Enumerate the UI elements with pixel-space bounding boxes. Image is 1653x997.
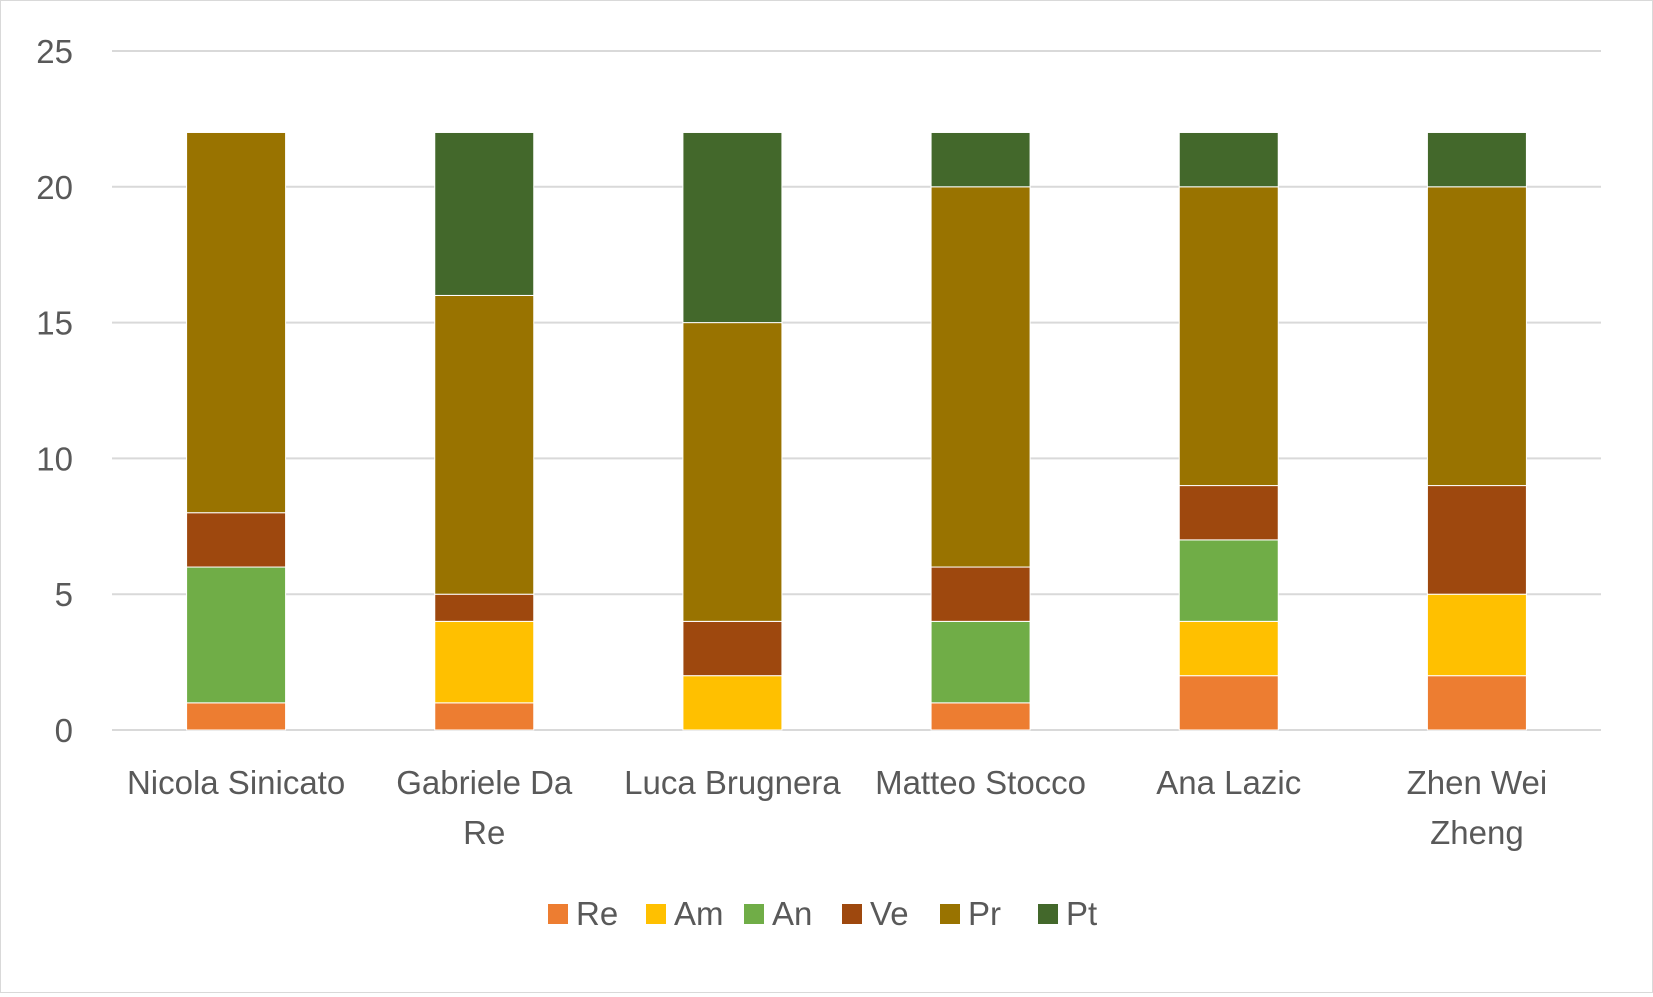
bar-segment-am bbox=[434, 620, 535, 704]
bar-segment-am bbox=[1426, 593, 1527, 677]
x-tick-label: Re bbox=[463, 814, 505, 851]
bar-segment-re bbox=[434, 702, 535, 731]
bar-segment-pt bbox=[682, 131, 783, 324]
bar-segment-re bbox=[930, 702, 1031, 731]
legend-swatch bbox=[548, 904, 568, 924]
bar-segment-pt bbox=[1178, 131, 1279, 188]
legend-label: Ve bbox=[870, 895, 909, 932]
legend-swatch bbox=[940, 904, 960, 924]
bar-segment-ve bbox=[434, 593, 535, 622]
legend-label: An bbox=[772, 895, 812, 932]
legend-swatch bbox=[744, 904, 764, 924]
legend-swatch bbox=[842, 904, 862, 924]
y-axis-tick-labels: 0 5 10 15 20 25 bbox=[36, 33, 73, 749]
legend: Re Am An Ve Pr Pt bbox=[548, 895, 1097, 932]
y-tick-label: 20 bbox=[36, 169, 73, 206]
bar-segment-pt bbox=[930, 131, 1031, 188]
legend-label: Pt bbox=[1066, 895, 1097, 932]
x-tick-label: Gabriele Da bbox=[396, 764, 573, 801]
bar-segment-ve bbox=[682, 620, 783, 677]
bar-segment-pt bbox=[1426, 131, 1527, 188]
x-tick-label: Luca Brugnera bbox=[624, 764, 841, 801]
bar-segment-ve bbox=[186, 512, 287, 568]
bar-segment-ve bbox=[930, 566, 1031, 622]
x-tick-label: Zhen Wei bbox=[1407, 764, 1548, 801]
y-tick-label: 0 bbox=[55, 712, 73, 749]
bar-segment-re bbox=[1426, 675, 1527, 731]
bar-segment-pr bbox=[1178, 186, 1279, 487]
legend-label: Re bbox=[576, 895, 618, 932]
bars bbox=[186, 131, 1527, 731]
bar-segment-an bbox=[930, 620, 1031, 704]
legend-item-ve: Ve bbox=[842, 895, 909, 932]
bar-segment-pr bbox=[186, 131, 287, 514]
legend-item-an: An bbox=[744, 895, 812, 932]
legend-item-re: Re bbox=[548, 895, 618, 932]
bar-segment-re bbox=[1178, 675, 1279, 731]
bar-segment-pt bbox=[434, 131, 535, 296]
legend-item-pt: Pt bbox=[1038, 895, 1097, 932]
x-tick-label: Matteo Stocco bbox=[875, 764, 1086, 801]
bar-segment-am bbox=[682, 675, 783, 731]
gridlines bbox=[112, 50, 1601, 731]
y-tick-label: 25 bbox=[36, 33, 73, 70]
y-tick-label: 15 bbox=[36, 305, 73, 342]
bar-segment-pr bbox=[930, 186, 1031, 568]
x-tick-label: Ana Lazic bbox=[1156, 764, 1301, 801]
bar-segment-an bbox=[1178, 539, 1279, 622]
legend-item-am: Am bbox=[646, 895, 724, 932]
bar-segment-ve bbox=[1178, 485, 1279, 541]
legend-swatch bbox=[646, 904, 666, 924]
bar-segment-am bbox=[1178, 620, 1279, 677]
y-tick-label: 5 bbox=[55, 576, 73, 613]
bar-segment-pr bbox=[434, 294, 535, 595]
bar-segment-pr bbox=[682, 322, 783, 622]
x-tick-label: Nicola Sinicato bbox=[127, 764, 345, 801]
bar-segment-ve bbox=[1426, 485, 1527, 595]
legend-label: Am bbox=[674, 895, 724, 932]
bar-segment-pr bbox=[1426, 186, 1527, 487]
legend-label: Pr bbox=[968, 895, 1001, 932]
bar-segment-re bbox=[186, 702, 287, 731]
x-tick-label: Zheng bbox=[1430, 814, 1524, 851]
legend-item-pr: Pr bbox=[940, 895, 1001, 932]
y-tick-label: 10 bbox=[36, 440, 73, 477]
x-axis-tick-labels: Nicola Sinicato Gabriele Da Re Luca Brugner… bbox=[127, 764, 1547, 851]
bar-segment-an bbox=[186, 566, 287, 704]
legend-swatch bbox=[1038, 904, 1058, 924]
